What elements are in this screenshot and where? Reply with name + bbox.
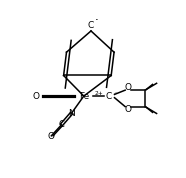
Text: Fe: Fe — [79, 91, 89, 101]
Text: ·: · — [95, 14, 98, 27]
Text: C: C — [59, 120, 64, 129]
Text: O: O — [33, 91, 40, 101]
Text: O: O — [47, 132, 54, 141]
Text: C: C — [88, 21, 94, 30]
Text: O: O — [124, 83, 131, 92]
Text: 2+: 2+ — [94, 91, 103, 96]
Text: O: O — [124, 105, 131, 114]
Text: C: C — [105, 91, 111, 101]
Text: N: N — [68, 109, 75, 118]
Text: ·⁻: ·⁻ — [113, 91, 117, 96]
